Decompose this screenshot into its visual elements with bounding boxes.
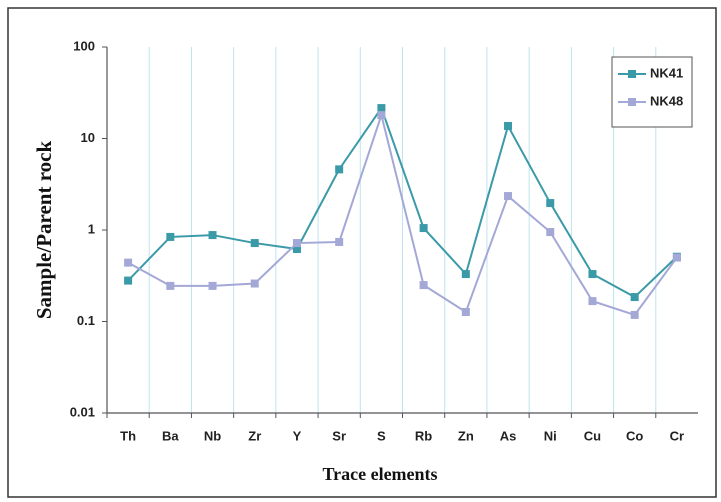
data-point: [335, 165, 344, 174]
data-point: [419, 224, 428, 233]
series-line: [127, 111, 678, 317]
data-point: [419, 281, 428, 290]
y-tick-label: 0.01: [70, 404, 95, 419]
x-tick-label: Zr: [248, 428, 261, 443]
x-tick-label: Th: [120, 428, 136, 443]
legend-marker: [628, 98, 636, 106]
legend-label: NK48: [650, 93, 683, 108]
legend-marker: [628, 70, 636, 78]
data-point: [166, 281, 175, 290]
legend-label: NK41: [650, 65, 683, 80]
data-point: [588, 297, 597, 306]
data-point: [124, 258, 133, 267]
data-point: [335, 237, 344, 246]
x-tick-label: Co: [626, 428, 643, 443]
data-point: [292, 244, 301, 253]
x-tick-label: Ni: [544, 428, 557, 443]
x-tick-label: S: [377, 428, 386, 443]
x-axis-title: Trace elements: [322, 464, 437, 484]
x-tick-label: Rb: [415, 428, 432, 443]
data-point: [166, 232, 175, 241]
data-point: [461, 308, 470, 317]
data-point: [292, 239, 301, 248]
x-tick-label: Zn: [458, 428, 474, 443]
x-tick-label: Cr: [670, 428, 684, 443]
x-tick-label: Nb: [204, 428, 221, 443]
data-point: [504, 121, 513, 130]
legend-box: [611, 56, 693, 128]
x-tick-label: Sr: [332, 428, 346, 443]
x-tick-label: As: [500, 428, 517, 443]
data-point: [124, 276, 133, 285]
data-point: [630, 293, 639, 302]
data-point: [208, 231, 217, 240]
x-tick-label: Ba: [162, 428, 179, 443]
data-point: [546, 199, 555, 208]
data-point: [250, 239, 259, 248]
chart-border: [7, 7, 717, 498]
y-tick-label: 100: [73, 38, 95, 53]
data-point: [250, 279, 259, 288]
y-axis-title: Sample/Parent rock: [32, 141, 56, 320]
data-point: [377, 111, 386, 120]
x-tick-label: Cu: [584, 428, 601, 443]
y-tick-label: 10: [81, 130, 95, 145]
data-point: [377, 104, 386, 113]
data-point: [546, 228, 555, 237]
data-point: [630, 310, 639, 319]
data-point: [208, 281, 217, 290]
y-tick-label: 1: [88, 221, 95, 236]
data-point: [588, 270, 597, 279]
y-tick-label: 0.1: [77, 313, 95, 328]
data-point: [461, 270, 470, 279]
data-point: [504, 192, 513, 201]
x-tick-label: Y: [293, 428, 302, 443]
data-point: [672, 253, 681, 262]
series-line: [127, 105, 678, 299]
